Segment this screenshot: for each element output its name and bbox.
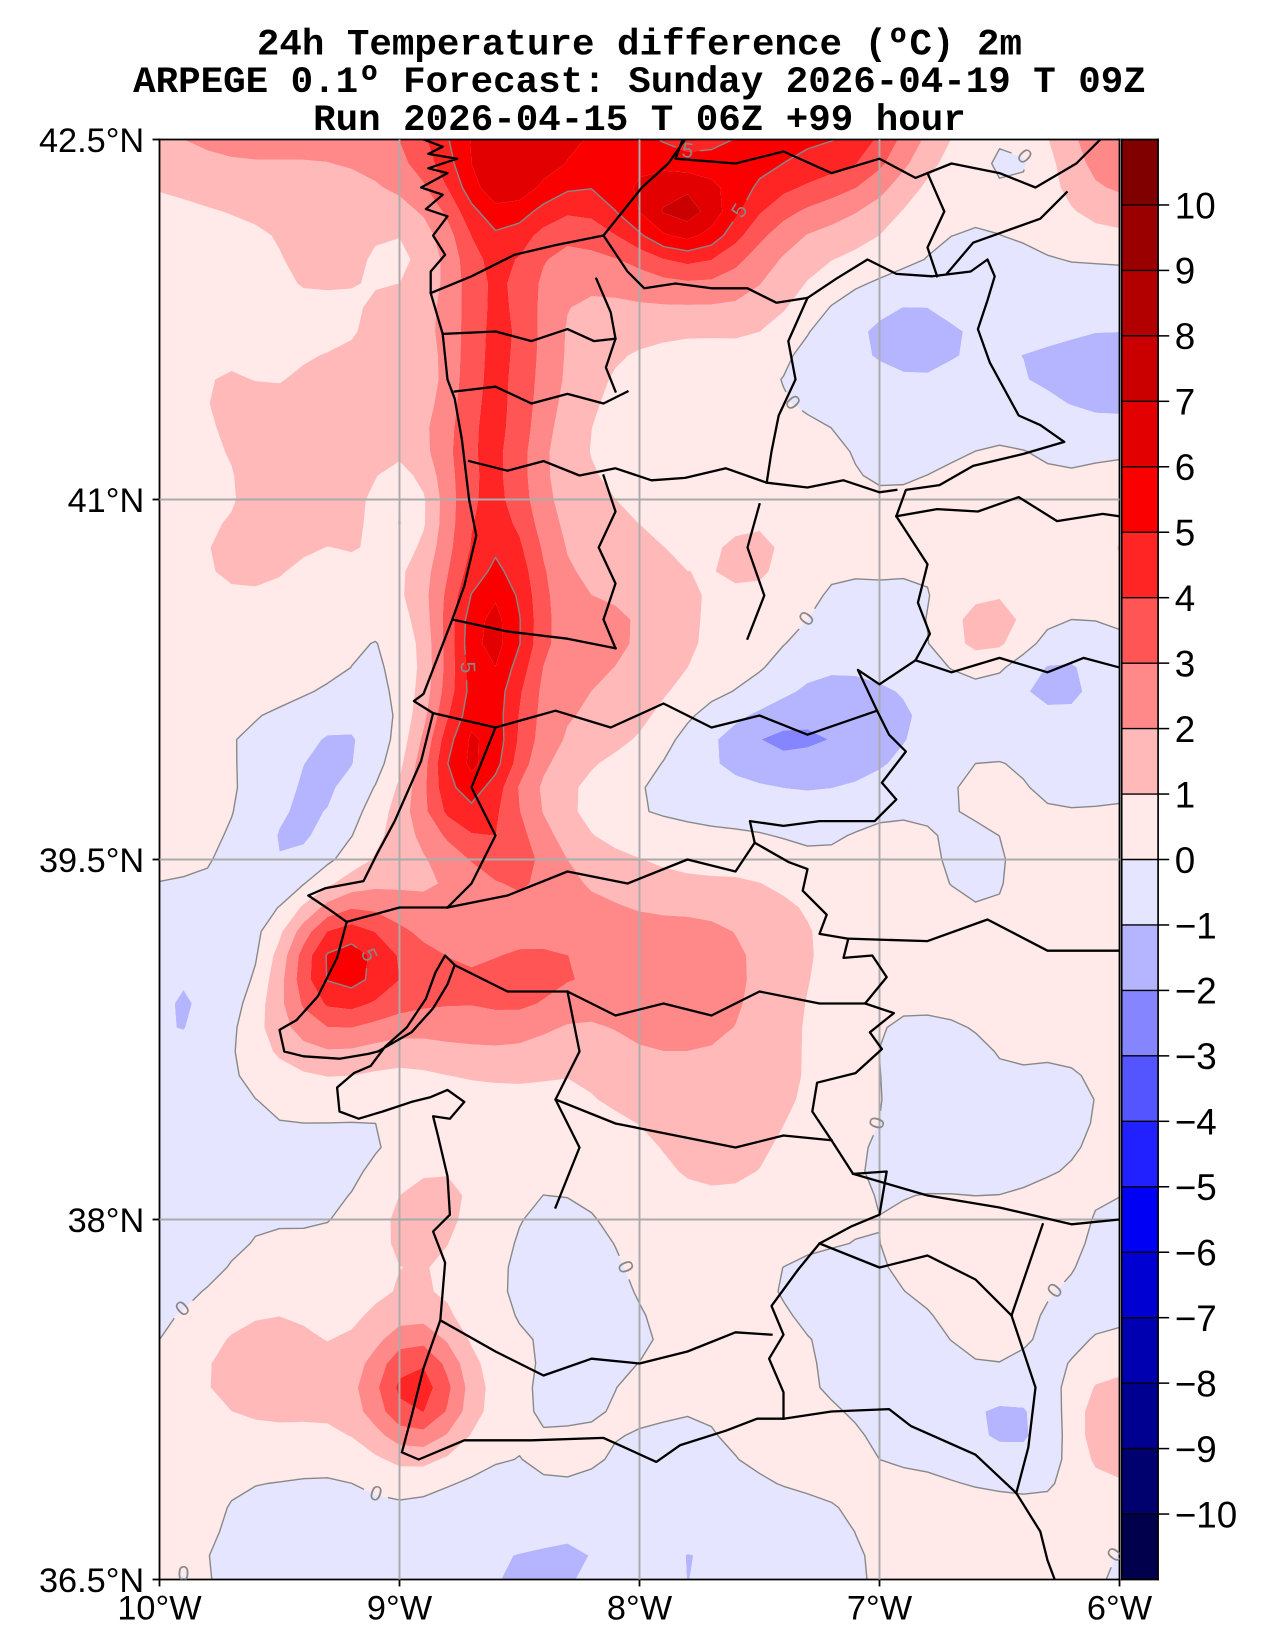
svg-text:−6: −6: [1175, 1233, 1217, 1274]
svg-text:7: 7: [1175, 382, 1195, 423]
svg-text:39.5°N: 39.5°N: [39, 842, 144, 880]
svg-text:10°W: 10°W: [117, 1590, 202, 1628]
svg-text:6°W: 6°W: [1087, 1590, 1153, 1628]
svg-text:Run 2026-04-15 T 06Z +99 hour: Run 2026-04-15 T 06Z +99 hour: [313, 100, 966, 142]
svg-text:−7: −7: [1175, 1298, 1217, 1339]
svg-text:5: 5: [1175, 513, 1195, 554]
svg-text:5: 5: [456, 661, 480, 674]
svg-text:−2: −2: [1175, 971, 1217, 1012]
svg-text:1: 1: [1175, 774, 1195, 815]
svg-text:8°W: 8°W: [607, 1590, 673, 1628]
svg-text:7°W: 7°W: [847, 1590, 913, 1628]
svg-text:−9: −9: [1175, 1429, 1217, 1470]
svg-text:5: 5: [680, 139, 695, 163]
svg-text:6: 6: [1175, 447, 1195, 488]
svg-text:−1: −1: [1175, 905, 1217, 946]
svg-text:4: 4: [1175, 578, 1195, 619]
svg-text:0: 0: [177, 1562, 189, 1585]
svg-text:8: 8: [1175, 316, 1195, 357]
svg-text:36.5°N: 36.5°N: [39, 1562, 144, 1600]
svg-text:0: 0: [1175, 840, 1195, 881]
svg-text:2: 2: [1175, 709, 1195, 750]
svg-text:ARPEGE 0.1º Forecast: Sunday 2: ARPEGE 0.1º Forecast: Sunday 2026-04-19 …: [133, 62, 1146, 104]
svg-text:41°N: 41°N: [68, 482, 145, 520]
svg-text:9°W: 9°W: [367, 1590, 433, 1628]
svg-text:−10: −10: [1175, 1494, 1237, 1535]
svg-text:38°N: 38°N: [68, 1202, 145, 1240]
svg-text:−5: −5: [1175, 1167, 1217, 1208]
svg-text:−3: −3: [1175, 1036, 1217, 1077]
svg-text:3: 3: [1175, 643, 1195, 684]
svg-text:24h Temperature difference (ºC: 24h Temperature difference (ºC) 2m: [257, 24, 1022, 66]
svg-text:−8: −8: [1175, 1363, 1217, 1404]
svg-text:42.5°N: 42.5°N: [39, 122, 144, 160]
svg-text:10: 10: [1175, 185, 1216, 226]
svg-text:−4: −4: [1175, 1102, 1217, 1143]
svg-text:9: 9: [1175, 251, 1195, 292]
